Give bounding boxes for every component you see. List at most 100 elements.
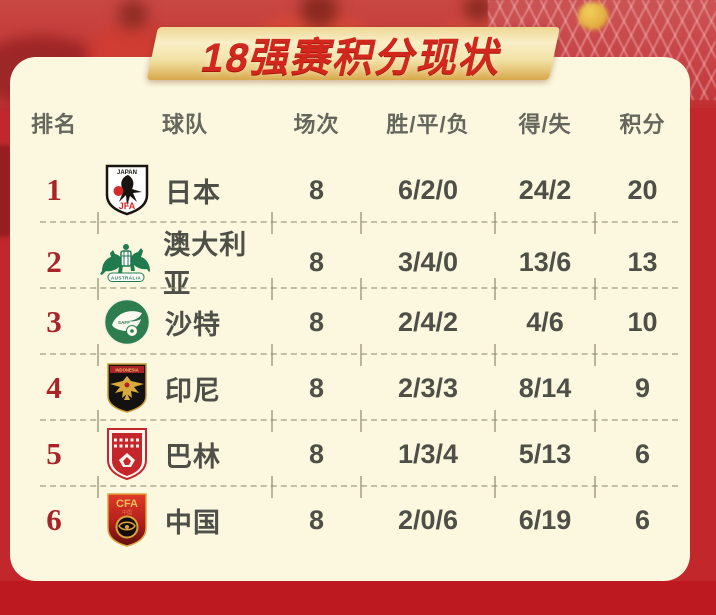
- points-value: 6: [634, 504, 651, 535]
- table-row-indonesia: 4 INDONESIA 印尼 8 2/: [10, 355, 690, 432]
- china-crest-icon: CFA 中国: [98, 492, 156, 548]
- goals-value: 6/19: [518, 504, 572, 535]
- column-divider: [360, 212, 362, 234]
- header-points: 积分: [619, 112, 666, 137]
- played-value: 8: [308, 372, 325, 403]
- played-value: 8: [308, 504, 325, 535]
- svg-text:JFA: JFA: [119, 201, 136, 211]
- header-rank: 排名: [30, 112, 77, 137]
- column-divider: [594, 476, 596, 498]
- saudi-arabia-crest-icon: SAFF: [98, 298, 156, 346]
- column-divider: [97, 344, 99, 366]
- football-blur: [578, 2, 608, 30]
- goals-value: 8/14: [518, 372, 572, 403]
- player-silhouette: [464, 0, 492, 22]
- indonesia-crest-icon: INDONESIA: [98, 362, 156, 414]
- table-header-row: 排名 球队 场次 胜/平/负 得/失 积分: [10, 93, 690, 153]
- goals-value: 24/2: [518, 174, 572, 205]
- wdl-value: 6/2/0: [397, 174, 459, 205]
- table-row-japan: 1 JAPAN JFA 日本 8 6/2/0 24/2: [10, 157, 690, 234]
- team-name: 澳大利亚: [163, 230, 248, 299]
- page-title: 18强赛积分现状: [197, 35, 508, 80]
- column-divider: [97, 410, 99, 432]
- svg-text:INDONESIA: INDONESIA: [115, 368, 138, 373]
- wdl-value: 2/0/6: [397, 504, 459, 535]
- svg-text:JAPAN: JAPAN: [117, 170, 137, 176]
- rank-value: 4: [46, 370, 62, 405]
- column-divider: [494, 212, 496, 234]
- column-divider: [271, 344, 273, 366]
- title-banner: 18强赛积分现状: [146, 27, 560, 80]
- column-divider: [97, 212, 99, 234]
- team-cell: 巴林: [98, 427, 272, 481]
- svg-text:AUSTRALIA: AUSTRALIA: [111, 276, 141, 281]
- header-played: 场次: [293, 112, 340, 137]
- header-team: 球队: [161, 112, 208, 137]
- table-body: 1 JAPAN JFA 日本 8 6/2/0 24/2: [10, 157, 690, 553]
- column-divider: [594, 212, 596, 234]
- team-name: 沙特: [165, 309, 221, 340]
- wdl-value: 3/4/0: [397, 246, 459, 277]
- column-divider: [97, 278, 99, 300]
- column-divider: [494, 410, 496, 432]
- goals-value: 13/6: [518, 246, 572, 277]
- standings-card: 排名 球队 场次 胜/平/负 得/失 积分 1 JAPAN: [10, 57, 690, 581]
- team-cell: INDONESIA 印尼: [98, 362, 272, 414]
- header-goals: 得/失: [518, 112, 572, 137]
- played-value: 8: [308, 306, 325, 337]
- team-name: 中国: [165, 507, 221, 538]
- team-cell: CFA 中国 中国: [98, 492, 272, 548]
- points-value: 9: [634, 372, 651, 403]
- player-silhouette: [118, 0, 148, 30]
- column-divider: [594, 410, 596, 432]
- column-divider: [360, 476, 362, 498]
- team-cell: JAPAN JFA 日本: [98, 164, 272, 216]
- points-value: 13: [627, 246, 658, 277]
- svg-text:CFA: CFA: [116, 498, 138, 510]
- column-divider: [594, 344, 596, 366]
- points-value: 6: [634, 438, 651, 469]
- column-divider: [360, 344, 362, 366]
- played-value: 8: [308, 438, 325, 469]
- column-divider: [271, 476, 273, 498]
- table-row-australia: 2 AUSTRALIA 澳大利亚: [10, 223, 690, 300]
- bahrain-crest-icon: [98, 427, 156, 481]
- wdl-value: 2/4/2: [397, 306, 459, 337]
- table-row-saudi-arabia: 3 SAFF 沙特 8 2/4/2 4/6: [10, 289, 690, 366]
- rank-value: 5: [46, 436, 62, 471]
- australia-crest-icon: AUSTRALIA: [98, 239, 154, 285]
- player-silhouette: [300, 0, 338, 28]
- column-divider: [97, 476, 99, 498]
- japan-crest-icon: JAPAN JFA: [98, 164, 156, 216]
- played-value: 8: [308, 174, 325, 205]
- team-name: 巴林: [165, 441, 221, 472]
- points-value: 20: [627, 174, 658, 205]
- team-cell: AUSTRALIA 澳大利亚: [98, 223, 272, 301]
- goals-value: 4/6: [526, 306, 564, 337]
- table-row-china: 6 CFA: [10, 487, 690, 553]
- played-value: 8: [308, 246, 325, 277]
- column-divider: [360, 278, 362, 300]
- wdl-value: 1/3/4: [397, 438, 459, 469]
- table-row-bahrain: 5 巴林 8 1/3/4 5/13: [10, 421, 690, 498]
- rank-value: 2: [46, 244, 62, 279]
- column-divider: [271, 212, 273, 234]
- column-divider: [271, 410, 273, 432]
- points-value: 10: [627, 306, 658, 337]
- team-name: 日本: [165, 177, 221, 208]
- header-wdl: 胜/平/负: [386, 112, 470, 137]
- team-cell: SAFF 沙特: [98, 298, 272, 346]
- column-divider: [494, 344, 496, 366]
- svg-text:中国: 中国: [122, 509, 132, 516]
- rank-value: 1: [46, 172, 62, 207]
- background-detail: [0, 145, 12, 237]
- goals-value: 5/13: [518, 438, 572, 469]
- column-divider: [494, 278, 496, 300]
- wdl-value: 2/3/3: [397, 372, 459, 403]
- column-divider: [494, 476, 496, 498]
- column-divider: [594, 278, 596, 300]
- rank-value: 3: [46, 304, 62, 339]
- rank-value: 6: [46, 502, 62, 537]
- team-name: 印尼: [165, 375, 221, 406]
